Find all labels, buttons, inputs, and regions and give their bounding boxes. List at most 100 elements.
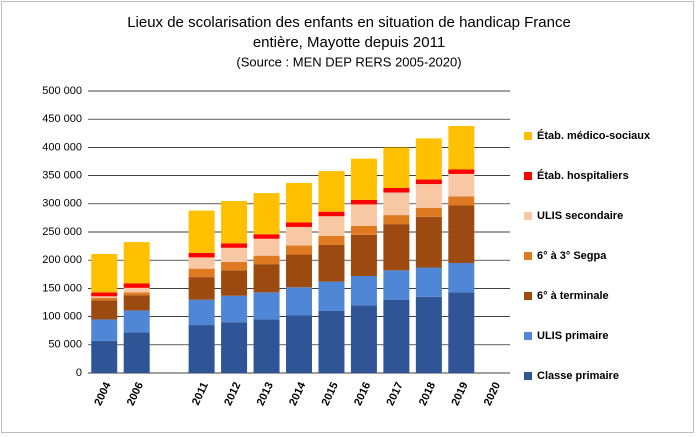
bar-segment (383, 192, 410, 216)
bar-segment (123, 242, 150, 284)
legend-label: Classe primaire (537, 370, 619, 382)
bar-segment (448, 196, 475, 206)
chart-subtitle: (Source : MEN DEP RERS 2005-2020) (236, 54, 461, 69)
bar-segment (91, 300, 118, 320)
y-tick-label: 0 (76, 367, 82, 379)
bar-segment (253, 193, 280, 235)
y-tick-label: 200 000 (42, 254, 82, 266)
bar-segment (221, 243, 248, 248)
bar-segment (221, 200, 248, 244)
legend-swatch (524, 132, 532, 140)
bar-segment (253, 234, 280, 239)
bar-segment (318, 244, 345, 282)
bar-segment (318, 310, 345, 373)
bar-segment (91, 296, 118, 298)
bar-segment (286, 222, 312, 227)
bar-segment (188, 268, 215, 278)
bar-segment (350, 234, 377, 276)
bar-segment (286, 315, 312, 373)
bar-segment (188, 277, 215, 300)
bar-segment (318, 281, 345, 311)
y-tick-label: 450 000 (42, 113, 82, 125)
bar-segment (188, 299, 215, 326)
bar-segment (350, 305, 377, 373)
y-tick-label: 250 000 (42, 226, 82, 238)
bar-segment (383, 224, 410, 271)
bar-segment (123, 287, 150, 293)
bar-segment (91, 340, 118, 373)
bar-segment (415, 138, 442, 180)
legend-swatch (524, 332, 532, 340)
bar-segment (221, 295, 248, 323)
bar-segment (188, 252, 215, 258)
bar-segment (448, 205, 475, 264)
legend-label: 6° à terminale (537, 290, 609, 302)
bar-segment (286, 245, 312, 255)
bar-segment (123, 310, 150, 333)
bar-segment (318, 235, 345, 245)
bar-segment (253, 264, 280, 293)
bar-segment (123, 283, 150, 288)
bar-segment (318, 171, 345, 212)
bar-segment (91, 297, 118, 301)
y-tick-label: 350 000 (42, 170, 82, 182)
bar-segment (91, 253, 118, 293)
bar-segment (253, 292, 280, 320)
bar-segment (188, 325, 215, 373)
y-tick-label: 150 000 (42, 282, 82, 294)
bar-segment (318, 211, 345, 217)
bar-segment (383, 270, 410, 300)
legend-swatch (524, 252, 532, 260)
legend-swatch (524, 212, 532, 220)
bar-segment (123, 292, 150, 296)
bar-segment (221, 261, 248, 271)
bar-segment (91, 319, 118, 341)
bar-segment (448, 169, 475, 174)
bar-segment (221, 322, 248, 373)
legend-swatch (524, 172, 532, 180)
bar-segment (318, 216, 345, 236)
chart-title: entière, Mayotte depuis 2011 (253, 34, 445, 51)
bar-segment (383, 188, 410, 193)
bar-segment (253, 238, 280, 256)
legend-label: ULIS secondaire (537, 210, 623, 222)
y-tick-label: 400 000 (42, 141, 82, 153)
bar-segment (350, 275, 377, 306)
legend-label: 6° à 3° Segpa (537, 250, 607, 262)
bar-segment (350, 158, 377, 200)
legend-label: Étab. hospitaliers (537, 169, 629, 182)
bar-segment (350, 225, 377, 235)
bar-segment (448, 292, 475, 373)
bar-segment (123, 332, 150, 373)
bar-segment (415, 184, 442, 208)
bar-segment (188, 257, 215, 269)
bar-segment (350, 204, 377, 226)
bar-segment (448, 263, 475, 293)
bar-segment (253, 255, 280, 265)
bar-segment (415, 207, 442, 217)
legend-swatch (524, 292, 532, 300)
bar-segment (286, 226, 312, 246)
bar-segment (448, 125, 475, 170)
legend-label: ULIS primaire (537, 330, 609, 342)
legend-label: Étab. médico-sociaux (537, 129, 651, 142)
bar-segment (415, 216, 442, 268)
bar-segment (383, 215, 410, 225)
bar-segment (415, 179, 442, 185)
bar-segment (221, 247, 248, 262)
bar-segment (221, 270, 248, 296)
bar-segment (286, 287, 312, 316)
bar-segment (350, 199, 377, 205)
bar-segment (286, 182, 312, 223)
bar-segment (415, 267, 442, 297)
bar-segment (123, 295, 150, 311)
bar-segment (91, 292, 118, 297)
legend-swatch (524, 372, 532, 380)
chart-title: Lieux de scolarisation des enfants en si… (127, 14, 571, 31)
bar-segment (448, 173, 475, 197)
bar-segment (286, 254, 312, 288)
bar-segment (188, 210, 215, 253)
y-tick-label: 500 000 (42, 85, 82, 97)
y-tick-label: 50 000 (48, 339, 82, 351)
